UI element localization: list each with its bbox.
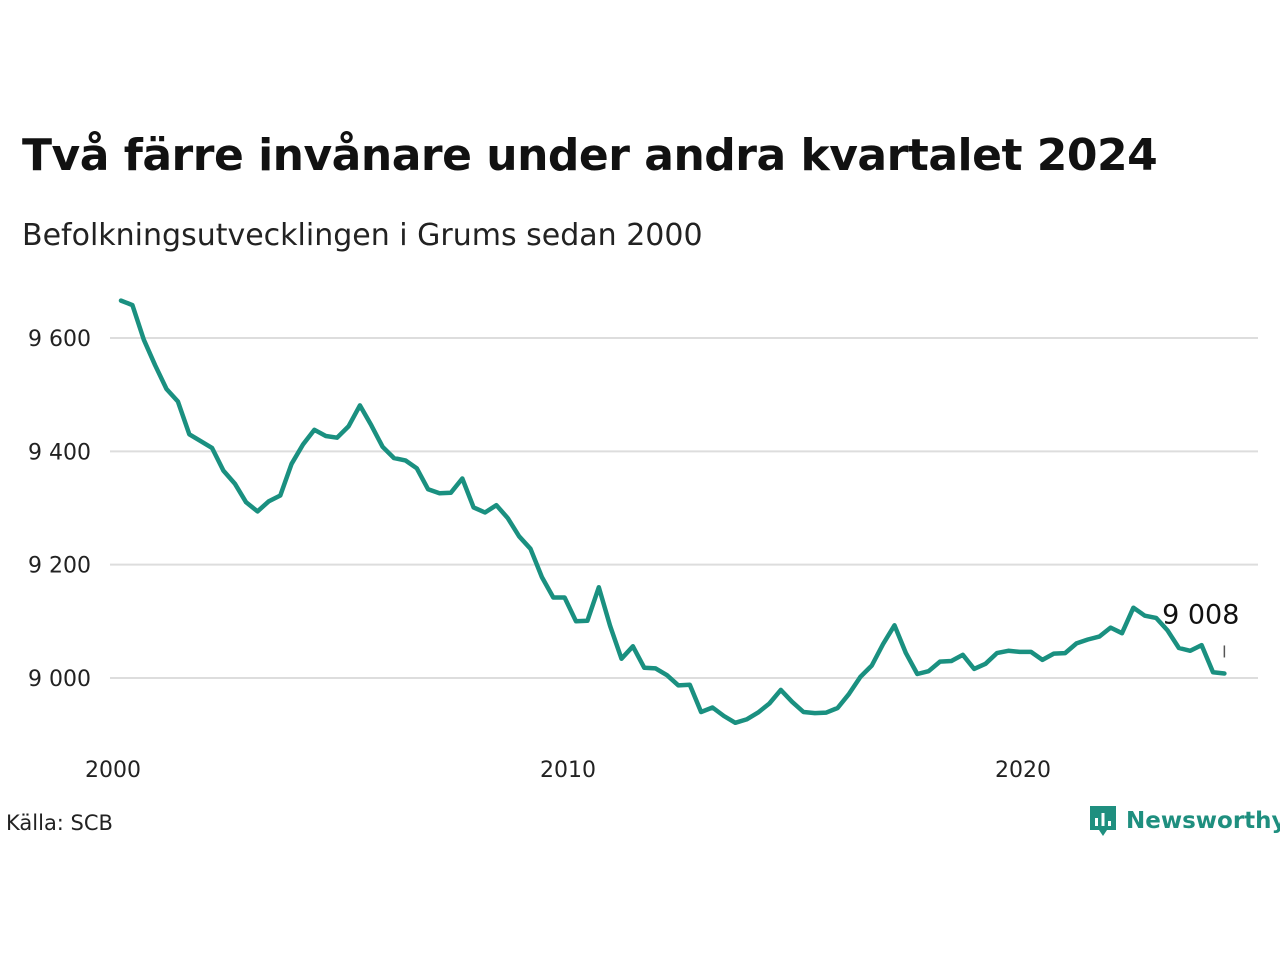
series-layer [118,298,1227,726]
x-tick-label: 2020 [995,758,1051,783]
series-line [118,298,1227,726]
annotations: 9 008 [1162,599,1239,658]
brand-name: Newsworthy [1126,808,1280,834]
y-axis-ticks: 9 000 9 200 9 400 9 600 [28,327,91,692]
chart-title: Två färre invånare under andra kvartalet… [22,130,1158,181]
last-value-label: 9 008 [1162,599,1239,630]
x-tick-label: 2010 [540,758,596,783]
x-tick-label: 2000 [85,758,141,783]
gridlines [110,337,1258,679]
source-note: Källa: SCB [6,811,113,835]
line-chart: 9 000 9 200 9 400 9 600 2000 2010 2020 9 008 [28,298,1258,783]
y-tick-label: 9 000 [28,667,91,692]
y-tick-label: 9 200 [28,554,91,579]
y-tick-label: 9 600 [28,327,91,352]
bar-chart-bubble-icon [1090,806,1116,836]
brand-logo: Newsworthy [1088,804,1280,838]
x-axis-ticks: 2000 2010 2020 [85,758,1051,783]
chart-subtitle: Befolkningsutvecklingen i Grums sedan 20… [22,218,703,253]
y-tick-label: 9 400 [28,440,91,465]
